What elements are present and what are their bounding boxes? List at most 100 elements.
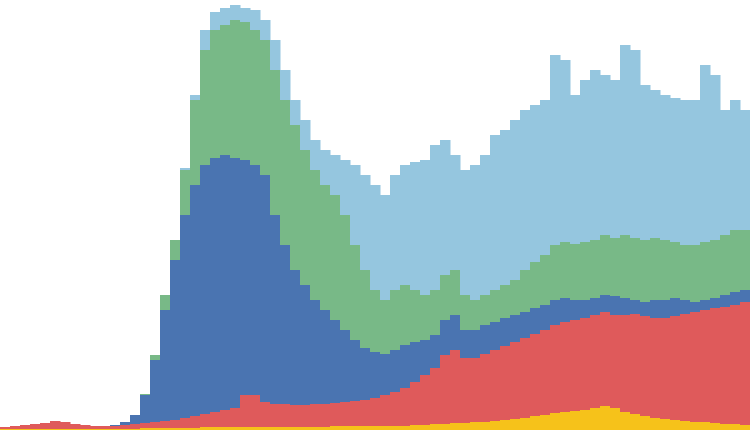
bar-segment [630, 414, 641, 430]
bar-segment [670, 298, 681, 316]
bar-segment [260, 175, 271, 402]
bar-segment [380, 395, 391, 426]
bar-segment [730, 230, 741, 292]
bar-segment [340, 160, 351, 215]
bar-segment [330, 403, 341, 426]
bar-segment [590, 315, 601, 408]
bar-segment [240, 395, 251, 427]
bar-segment [230, 158, 241, 408]
bar-segment [490, 135, 501, 290]
bar-segment [310, 300, 321, 404]
bar-segment [620, 298, 631, 315]
bar-segment [480, 354, 491, 422]
bar-segment [30, 424, 41, 429]
bar-segment [210, 30, 221, 158]
bar-segment [730, 100, 741, 230]
bar-segment [160, 428, 171, 430]
bar-segment [460, 330, 471, 358]
bar-segment [660, 300, 671, 318]
bar-segment [720, 235, 731, 295]
bar-segment [280, 427, 291, 430]
bar-segment [290, 270, 301, 405]
bar-segment [220, 25, 231, 155]
bar-segment [310, 170, 321, 300]
bar-segment [300, 150, 311, 285]
bar-segment [600, 235, 611, 295]
bar-segment [730, 305, 741, 424]
bar-segment [360, 270, 371, 348]
bar-segment [110, 425, 121, 426]
bar-segment [650, 90, 661, 238]
bar-segment [450, 315, 461, 350]
bar-segment [540, 330, 551, 415]
bar-segment [330, 426, 341, 430]
bar-segment [540, 255, 551, 305]
bar-segment [350, 165, 361, 245]
bar-segment [570, 411, 581, 430]
bar-segment [230, 20, 241, 158]
bar-segment [640, 302, 651, 316]
bar-segment [150, 355, 161, 360]
bar-segment [570, 300, 581, 320]
bar-segment [280, 245, 291, 404]
bar-segment [440, 275, 451, 320]
bar-segment [190, 428, 201, 430]
bar-segment [460, 295, 471, 330]
bar-segment [580, 80, 591, 242]
bar-segment [260, 20, 271, 40]
bar-segment [430, 424, 441, 430]
bar-segment [440, 140, 451, 275]
bar-segment [650, 300, 661, 318]
bar-segment [310, 404, 321, 427]
bar-segment [680, 421, 691, 430]
bar-segment [170, 240, 181, 260]
bar-segment [610, 80, 621, 238]
bar-segment [650, 238, 661, 300]
bar-segment [680, 314, 691, 421]
bar-segment [740, 110, 750, 230]
bar-segment [480, 325, 491, 354]
bar-segment [500, 130, 511, 285]
bar-segment [620, 315, 631, 412]
bar-segment [180, 215, 191, 418]
bar-segment [140, 395, 151, 423]
bar-segment [90, 426, 101, 429]
bar-segment [600, 295, 611, 312]
bar-segment [350, 401, 361, 426]
bar-segment [690, 312, 701, 422]
bar-segment [680, 300, 691, 314]
bar-segment [290, 427, 301, 430]
bar-segment [410, 290, 421, 342]
bar-segment [270, 215, 281, 404]
bar-segment [450, 423, 461, 430]
bar-segment [110, 426, 121, 429]
bar-segment [300, 120, 311, 150]
bar-segment [210, 158, 221, 412]
bar-segment [670, 98, 681, 242]
bar-segment [480, 295, 491, 325]
bar-segment [490, 421, 501, 430]
bar-segment [510, 280, 521, 315]
bar-segment [580, 410, 591, 430]
bar-segment [190, 185, 201, 416]
bar-segment [350, 426, 361, 430]
bar-segment [470, 300, 481, 330]
bar-segment [150, 360, 161, 422]
bar-segment [340, 426, 351, 430]
bar-segment [70, 424, 81, 429]
bar-segment [630, 50, 641, 238]
bar-segment [530, 262, 541, 308]
bar-segment [380, 195, 391, 300]
bar-segment [360, 426, 371, 430]
bar-segment [200, 165, 211, 414]
bar-segment [550, 413, 561, 430]
bar-segment [670, 420, 681, 430]
bar-segment [740, 230, 750, 290]
bar-segment [710, 308, 721, 423]
bar-segment [100, 426, 111, 429]
bar-segment [370, 398, 381, 426]
bar-segment [460, 358, 471, 423]
bar-segment [590, 298, 601, 315]
bar-segment [150, 428, 161, 430]
bar-segment [230, 5, 241, 20]
